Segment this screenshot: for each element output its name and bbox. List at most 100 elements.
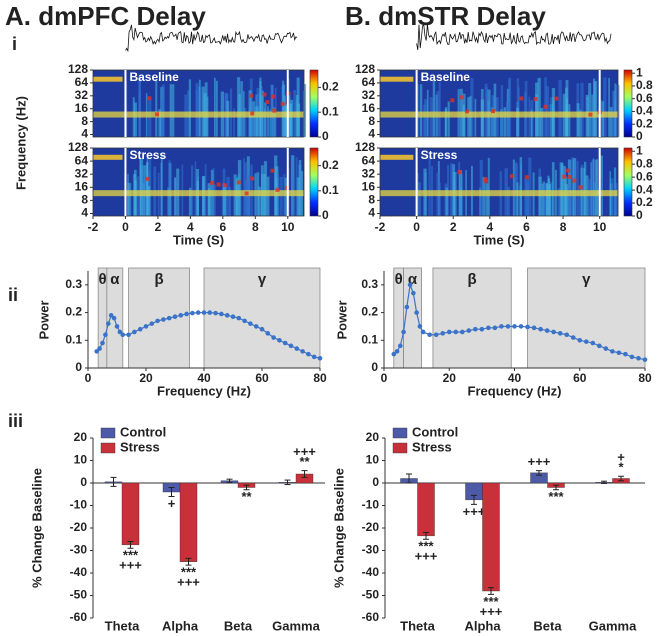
- power-point: [623, 351, 628, 357]
- power-point: [190, 310, 195, 316]
- power-point: [100, 340, 105, 346]
- spectrogram-texture: [597, 188, 600, 216]
- spectrogram-texture: [470, 78, 474, 137]
- spectrogram-texture: [417, 83, 420, 137]
- spectrogram-texture: [226, 100, 230, 137]
- power-point: [433, 332, 439, 338]
- spectrogram-texture: [140, 158, 144, 216]
- spectrogram-texture: [588, 83, 592, 137]
- power-point: [440, 331, 446, 336]
- power-point: [603, 346, 609, 351]
- spectrogram-label: Baseline: [421, 70, 471, 84]
- spectrogram-texture: [210, 180, 215, 185]
- power-point: [564, 332, 569, 338]
- y-tick-label: 8: [368, 114, 375, 128]
- spectrogram-label: Stress: [421, 148, 458, 162]
- y-axis-label: Power: [334, 300, 349, 339]
- bar: [417, 482, 435, 537]
- colorbar-tick-label: 0: [322, 129, 329, 143]
- y-tick-label: 64: [75, 153, 89, 167]
- spectrogram-texture: [438, 82, 441, 137]
- y-axis-label: % Change Baseline: [331, 468, 346, 588]
- spectrogram-texture: [380, 154, 414, 160]
- spectrogram-label: Stress: [129, 148, 166, 162]
- spectrogram-texture: [549, 181, 553, 216]
- spectrogram-texture: [546, 183, 549, 216]
- power-point: [583, 339, 589, 344]
- colorbar-tick-label: 0.2: [636, 116, 653, 130]
- spectrogram-texture: [438, 182, 441, 216]
- spectrogram-texture: [524, 175, 529, 180]
- spectrogram-texture: [614, 188, 618, 216]
- colorbar-tick-label: 0.4: [636, 104, 653, 118]
- spectrogram-texture: [491, 109, 496, 114]
- spectrogram-texture: [528, 157, 532, 216]
- spectrogram-texture: [457, 170, 462, 175]
- y-tick-label: -50: [362, 588, 380, 602]
- colorbar-tick-label: 0.2: [636, 195, 653, 209]
- spectrogram-texture: [609, 106, 613, 137]
- y-tick-label: 8: [81, 193, 88, 207]
- spectrogram-texture: [540, 107, 544, 137]
- spectrogram-texture: [380, 190, 618, 197]
- power-point: [411, 290, 416, 296]
- spectrogram-texture: [418, 182, 421, 216]
- spectrogram-texture: [259, 80, 262, 137]
- power-point: [597, 343, 602, 349]
- significance-label: *: [618, 460, 624, 475]
- plot-frame: [379, 69, 619, 138]
- power-point: [178, 313, 184, 318]
- y-tick-label: -30: [70, 543, 88, 557]
- colorbar-tick-label: 0: [636, 208, 643, 222]
- y-tick-label: 20: [74, 430, 88, 444]
- x-tick-label: -2: [375, 220, 386, 234]
- spectrogram-texture: [568, 174, 573, 179]
- spectrogram-texture: [554, 96, 559, 101]
- spectrogram-texture: [213, 77, 216, 137]
- bar: [179, 482, 198, 562]
- power-point: [166, 315, 172, 321]
- spectrogram-texture: [93, 76, 123, 82]
- significance-label: +++: [177, 575, 200, 590]
- spectrogram-texture: [416, 182, 419, 216]
- significance-label: +++: [415, 549, 438, 564]
- colorbar-tick-label: 0.8: [636, 78, 653, 92]
- y-tick-label: 0: [75, 360, 82, 374]
- power-point: [117, 329, 123, 335]
- power-point: [401, 329, 406, 335]
- legend-swatch: [100, 442, 116, 454]
- y-tick-label: 4: [81, 206, 88, 220]
- spectrogram-texture: [148, 99, 152, 137]
- x-tick-label: 0: [413, 220, 420, 234]
- colorbar: [623, 147, 633, 217]
- power-point: [512, 324, 517, 329]
- power-point: [538, 326, 543, 332]
- spectrogram-texture: [547, 178, 551, 216]
- spectrogram-texture: [222, 184, 227, 216]
- spectrogram-texture: [450, 98, 455, 103]
- spectrogram-texture: [258, 186, 261, 216]
- significance-label: +++: [463, 504, 486, 519]
- spectrogram-texture: [483, 177, 488, 182]
- spectrogram-texture: [485, 183, 489, 216]
- power-point: [557, 331, 563, 336]
- legend-label: Control: [120, 424, 166, 439]
- y-tick-label: 128: [68, 140, 88, 154]
- spectrogram-texture: [590, 162, 593, 216]
- significance-label: ***: [181, 565, 197, 580]
- y-tick-label: -20: [362, 520, 380, 534]
- panel-title: A. dmPFC Delay: [5, 1, 206, 31]
- spectrogram-texture: [267, 106, 269, 137]
- spectrogram-texture: [254, 106, 257, 137]
- power-point: [394, 349, 400, 354]
- bar: [121, 482, 140, 546]
- spectrogram-texture: [134, 102, 137, 137]
- spectrogram-texture: [380, 111, 618, 118]
- y-tick-label: 32: [362, 166, 376, 180]
- spectrogram-texture: [444, 108, 447, 137]
- spectrogram-texture: [564, 184, 569, 216]
- spectrogram-texture: [279, 176, 283, 216]
- y-tick-label: 0.3: [65, 277, 82, 291]
- spectrogram-texture: [541, 183, 544, 216]
